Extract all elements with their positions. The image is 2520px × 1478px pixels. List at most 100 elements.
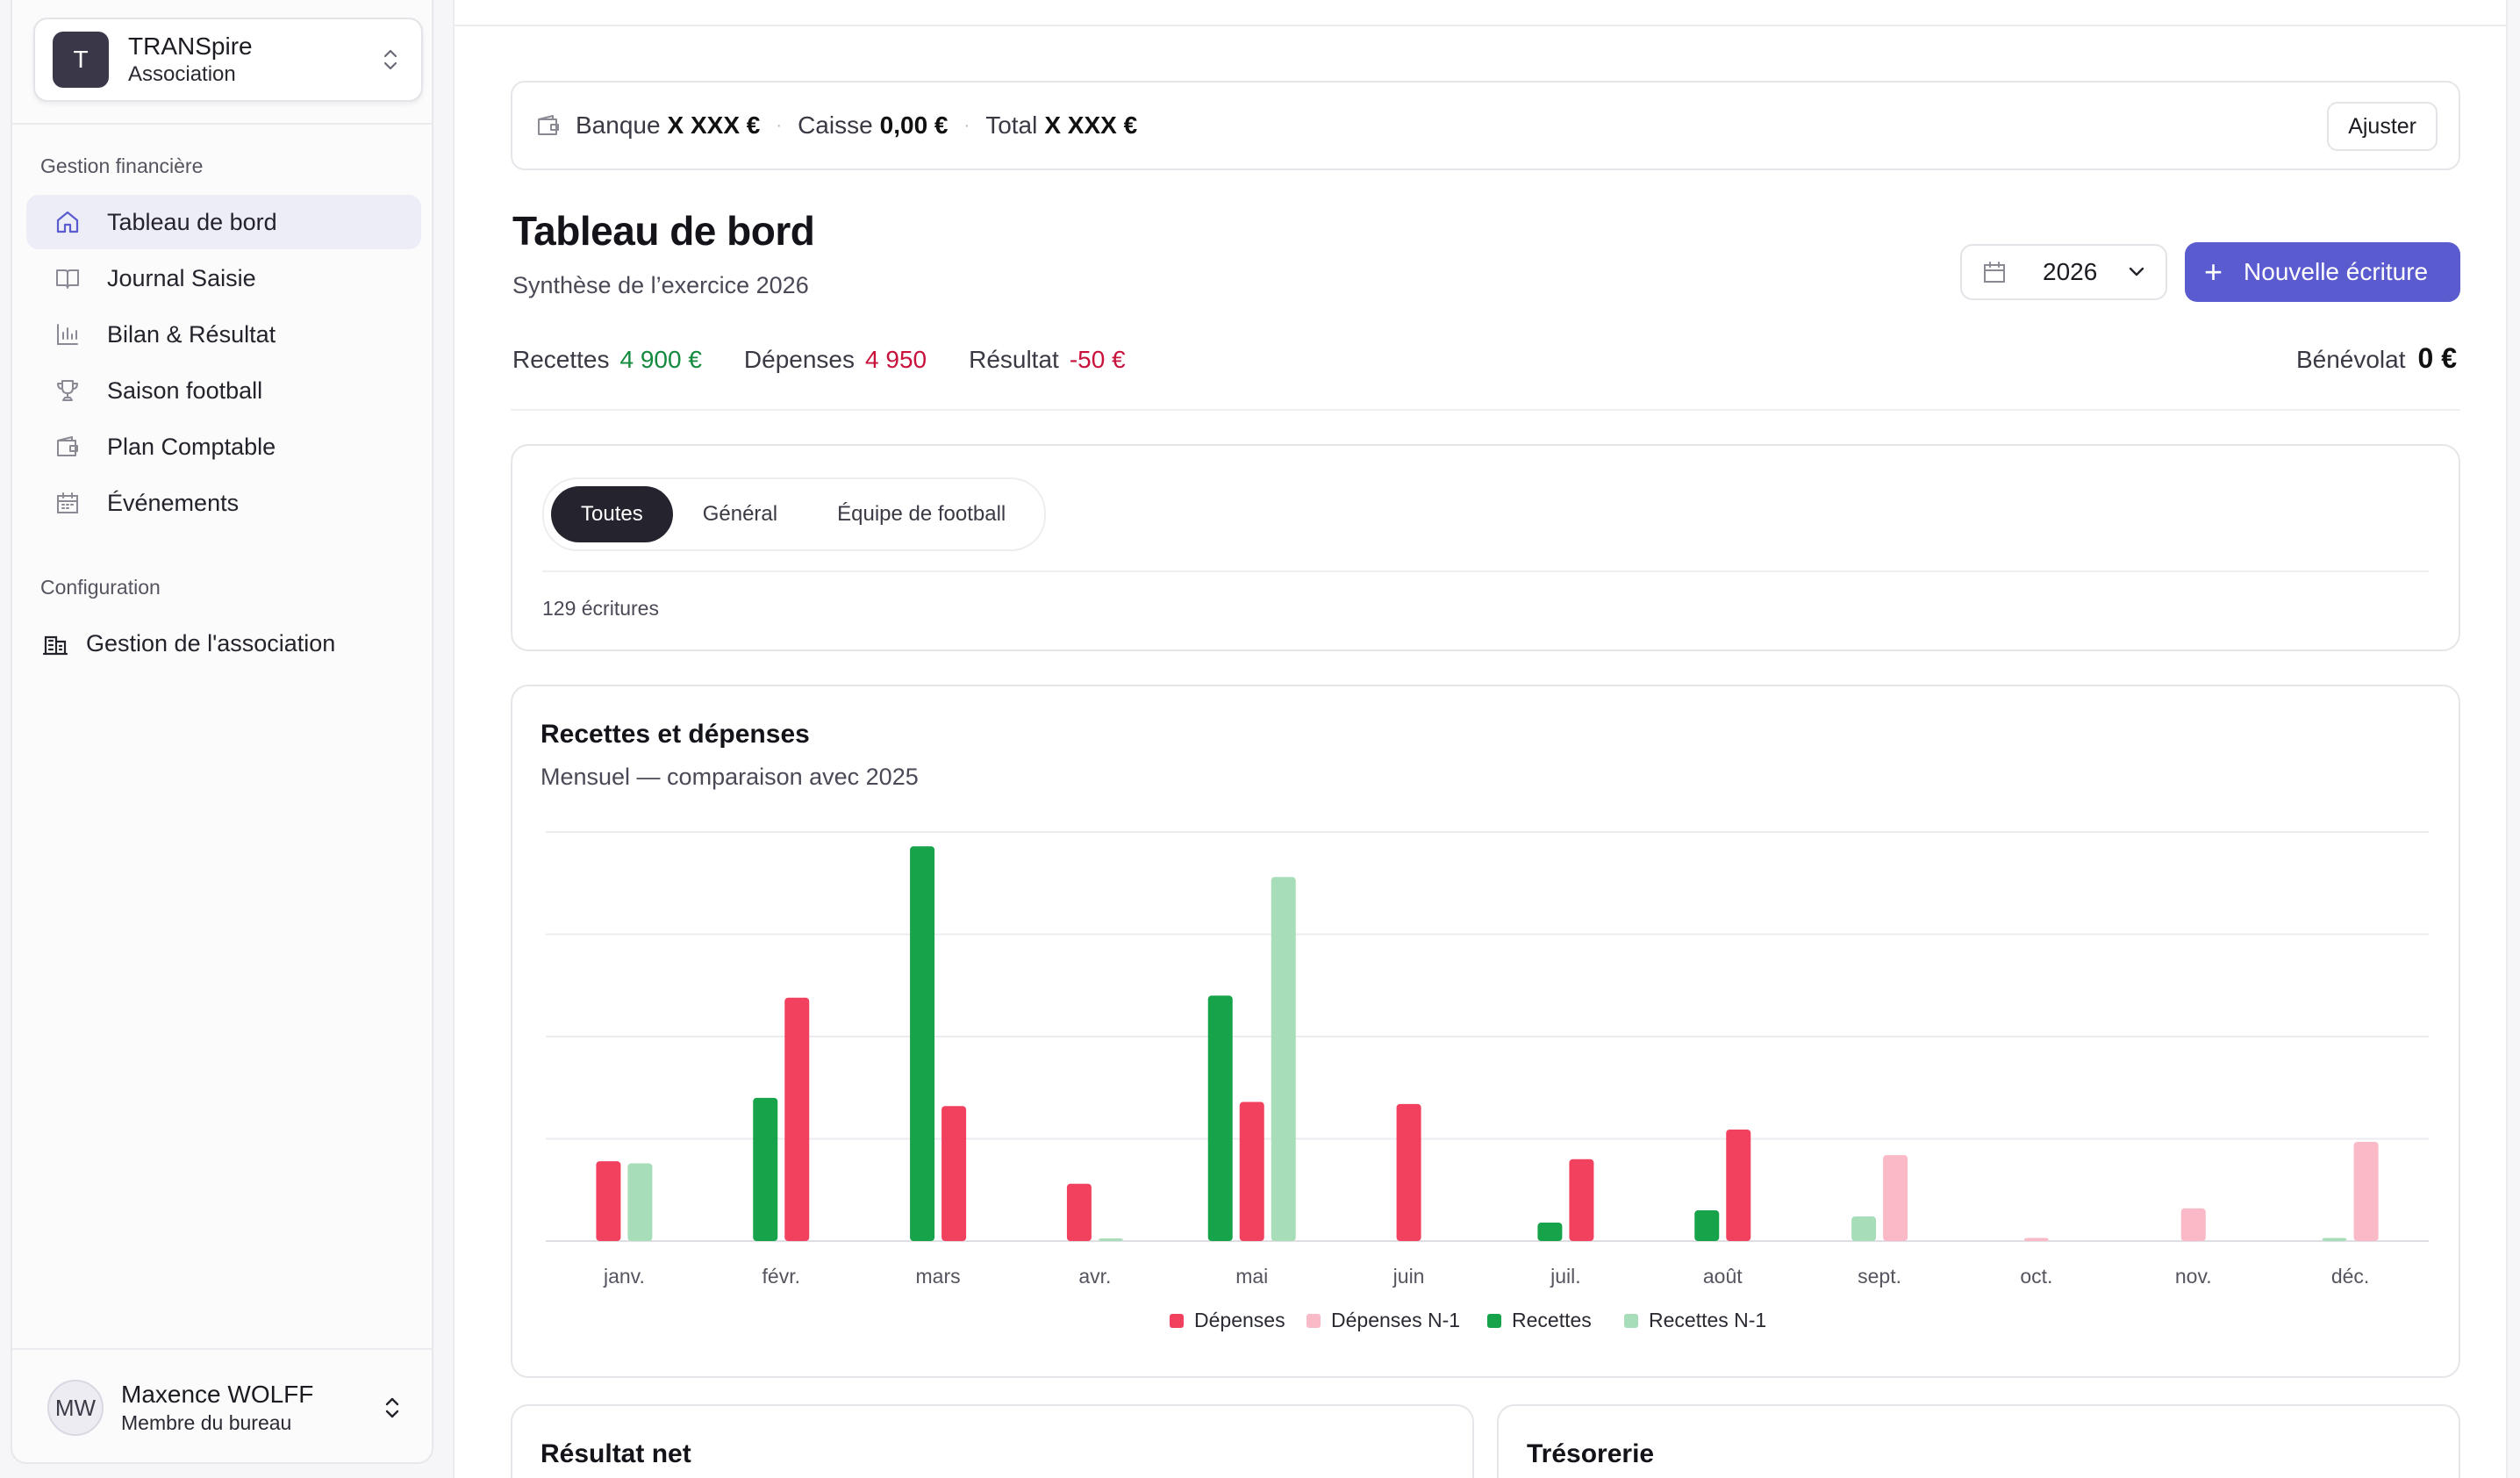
depenses-label: Dépenses: [743, 346, 856, 373]
sidebar-item-saison-football[interactable]: Saison football: [26, 363, 421, 418]
year-select[interactable]: 2026: [1960, 244, 2167, 300]
x-tick-label: juil.: [1550, 1265, 1581, 1288]
calendar-icon: [53, 488, 82, 518]
x-tick-label: avr.: [1078, 1265, 1111, 1288]
x-tick-label: août: [1703, 1265, 1743, 1288]
avatar: MW: [47, 1380, 104, 1436]
bar-recettes-n-1: [627, 1163, 653, 1241]
sidebar: T TRANSpire Association Gestion financiè…: [11, 0, 433, 1464]
bar-recettes-n-1: [1271, 877, 1296, 1241]
bar-d-penses: [1239, 1101, 1264, 1241]
resultat-label: Résultat: [969, 346, 1059, 373]
sidebar-item-label: Plan Comptable: [107, 433, 276, 460]
bar-d-penses: [784, 997, 810, 1241]
section-heading-finance: Gestion financière: [40, 154, 204, 177]
user-role: Membre du bureau: [121, 1411, 292, 1434]
benevolat-label: Bénévolat: [2295, 346, 2406, 373]
sidebar-item-journal[interactable]: Journal Saisie: [26, 251, 421, 305]
legend-label: Dépenses N-1: [1331, 1309, 1460, 1331]
bank-value: X XXX €: [667, 111, 761, 139]
bar-d-penses: [941, 1106, 967, 1241]
bar-d-penses-n-1: [1883, 1155, 1908, 1241]
chevrons-up-down-icon: [379, 1390, 405, 1425]
bar-recettes: [1207, 995, 1233, 1241]
benevolat-value: 0 €: [2417, 342, 2457, 374]
legend-swatch: [1487, 1314, 1501, 1328]
x-tick-label: sept.: [1858, 1265, 1901, 1288]
sidebar-item-label: Bilan & Résultat: [107, 320, 276, 348]
sidebar-item-gestion-association[interactable]: Gestion de l'association: [26, 616, 421, 671]
x-tick-label: juin: [1392, 1265, 1425, 1288]
category-tabs: Toutes Général Équipe de football: [542, 477, 1046, 551]
user-name: Maxence WOLFF: [121, 1381, 314, 1408]
section-heading-config: Configuration: [40, 576, 161, 599]
x-tick-label: janv.: [603, 1265, 645, 1288]
tab-general[interactable]: Général: [702, 502, 778, 526]
separator: ·: [776, 115, 783, 135]
cash-value: 0,00 €: [879, 111, 949, 139]
depenses-value: 4 950: [865, 346, 927, 373]
legend-swatch: [1624, 1314, 1638, 1328]
sidebar-item-label: Événements: [107, 489, 240, 516]
building-icon: [40, 628, 70, 658]
bar-recettes-n-1: [2322, 1238, 2347, 1241]
org-type: Association: [128, 62, 236, 86]
legend-swatch: [1170, 1314, 1184, 1328]
wallet-icon: [53, 432, 82, 462]
x-tick-label: nov.: [2175, 1265, 2212, 1288]
sidebar-item-dashboard[interactable]: Tableau de bord: [26, 195, 421, 249]
kpi-row: Recettes 4 900 € Dépenses 4 950 Résultat -5…: [512, 346, 1168, 374]
card-title: Trésorerie: [1527, 1439, 1655, 1468]
tab-equipe-football[interactable]: Équipe de football: [837, 502, 1006, 526]
chart-title: Recettes et dépenses: [541, 720, 810, 749]
bar-chart-icon: [53, 319, 82, 349]
bar-recettes: [1537, 1223, 1563, 1241]
card-title: Résultat net: [541, 1439, 691, 1468]
org-name: TRANSpire: [128, 32, 253, 60]
sidebar-item-label: Gestion de l'association: [86, 629, 336, 656]
chevron-down-icon: [2127, 266, 2146, 278]
trophy-icon: [53, 376, 82, 405]
book-icon: [53, 263, 82, 293]
chart-card: Recettes et dépenses Mensuel — comparais…: [511, 685, 2460, 1378]
sidebar-item-bilan[interactable]: Bilan & Résultat: [26, 307, 421, 362]
bar-d-penses: [1066, 1183, 1092, 1241]
resultat-value: -50 €: [1069, 346, 1126, 373]
tab-toutes[interactable]: Toutes: [551, 486, 673, 542]
balance-bar: Banque X XXX € · Caisse 0,00 € · Total X…: [511, 81, 2460, 170]
benevolat-kpi: Bénévolat 0 €: [2296, 342, 2457, 375]
user-menu[interactable]: MW Maxence WOLFF Membre du bureau: [33, 1369, 423, 1446]
bar-recettes: [1694, 1210, 1720, 1241]
bar-recettes-n-1: [1851, 1216, 1877, 1241]
header-divider: [455, 25, 2506, 26]
legend-label: Recettes N-1: [1649, 1309, 1766, 1331]
total-value: X XXX €: [1044, 111, 1138, 139]
separator: ·: [963, 115, 970, 135]
tresorerie-card: Trésorerie: [1497, 1404, 2460, 1478]
sidebar-divider: [12, 123, 432, 125]
new-entry-label: Nouvelle écriture: [2244, 258, 2429, 285]
new-entry-button[interactable]: + Nouvelle écriture: [2185, 242, 2460, 302]
bar-d-penses: [1396, 1103, 1421, 1241]
wallet-icon: [535, 112, 562, 139]
year-value: 2026: [2043, 258, 2098, 285]
bar-recettes-n-1: [1098, 1238, 1123, 1241]
adjust-button[interactable]: Ajuster: [2327, 102, 2438, 151]
x-tick-label: févr.: [762, 1265, 800, 1288]
legend-label: Recettes: [1512, 1309, 1592, 1331]
sidebar-item-plan-comptable[interactable]: Plan Comptable: [26, 420, 421, 474]
sidebar-item-evenements[interactable]: Événements: [26, 476, 421, 530]
recettes-label: Recettes: [512, 346, 610, 373]
bar-d-penses: [1569, 1159, 1594, 1241]
home-icon: [53, 207, 82, 237]
x-tick-label: mai: [1235, 1265, 1268, 1288]
bar-chart: janv. févr. mars avr. mai juin juil. août sept. o…: [546, 831, 2429, 1331]
legend-swatch: [1307, 1314, 1321, 1328]
recettes-value: 4 900 €: [619, 346, 702, 373]
bar-recettes: [910, 846, 935, 1241]
legend-label: Dépenses: [1194, 1309, 1285, 1331]
bar-d-penses: [1726, 1130, 1751, 1241]
chevrons-up-down-icon: [377, 42, 404, 77]
sidebar-item-label: Tableau de bord: [107, 208, 277, 235]
organization-switcher[interactable]: T TRANSpire Association: [33, 18, 423, 102]
